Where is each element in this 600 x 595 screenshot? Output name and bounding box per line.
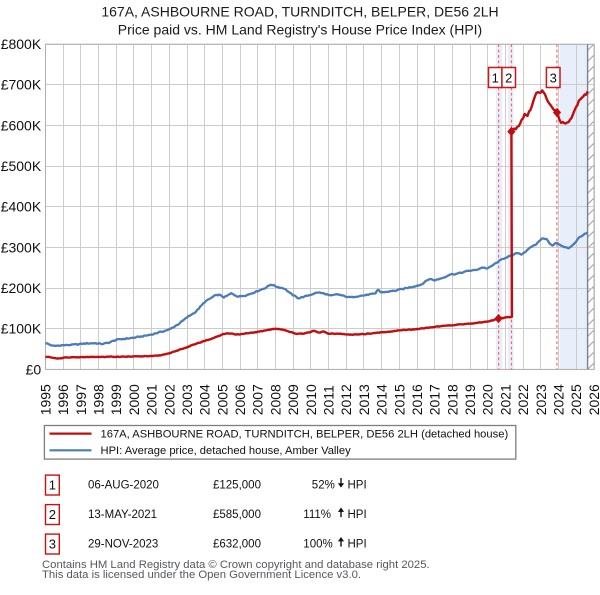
svg-text:2025: 2025 bbox=[568, 384, 584, 415]
svg-text:2018: 2018 bbox=[444, 384, 460, 415]
svg-text:Price paid vs. HM Land Registr: Price paid vs. HM Land Registry's House … bbox=[118, 22, 482, 38]
svg-text:100%: 100% bbox=[303, 539, 332, 551]
svg-text:167A, ASHBOURNE ROAD, TURNDITC: 167A, ASHBOURNE ROAD, TURNDITCH, BELPER,… bbox=[101, 428, 509, 440]
svg-text:2013: 2013 bbox=[356, 384, 372, 415]
svg-text:£400K: £400K bbox=[1, 199, 42, 215]
svg-text:HPI: Average price, detached h: HPI: Average price, detached house, Ambe… bbox=[101, 445, 352, 457]
svg-text:2006: 2006 bbox=[232, 384, 248, 415]
svg-text:2005: 2005 bbox=[214, 384, 230, 415]
svg-text:3: 3 bbox=[49, 537, 56, 552]
svg-text:06-AUG-2020: 06-AUG-2020 bbox=[88, 480, 159, 492]
svg-text:1997: 1997 bbox=[73, 384, 89, 415]
svg-text:2010: 2010 bbox=[303, 384, 319, 415]
svg-text:2026: 2026 bbox=[586, 384, 600, 415]
svg-text:167A, ASHBOURNE ROAD, TURNDITC: 167A, ASHBOURNE ROAD, TURNDITCH, BELPER,… bbox=[101, 4, 498, 20]
svg-text:2002: 2002 bbox=[161, 384, 177, 415]
svg-text:13-MAY-2021: 13-MAY-2021 bbox=[88, 509, 157, 521]
svg-text:1996: 1996 bbox=[55, 384, 71, 415]
svg-text:2020: 2020 bbox=[480, 384, 496, 415]
svg-text:1995: 1995 bbox=[37, 384, 53, 415]
svg-text:2: 2 bbox=[505, 70, 512, 85]
svg-text:£500K: £500K bbox=[1, 158, 42, 174]
svg-text:£700K: £700K bbox=[1, 77, 42, 93]
svg-text:2009: 2009 bbox=[285, 384, 301, 415]
svg-text:£800K: £800K bbox=[1, 36, 42, 52]
svg-text:1999: 1999 bbox=[108, 384, 124, 415]
svg-text:£100K: £100K bbox=[1, 321, 42, 337]
svg-text:2011: 2011 bbox=[321, 385, 337, 415]
svg-text:1: 1 bbox=[49, 478, 56, 493]
svg-text:2024: 2024 bbox=[551, 384, 567, 415]
svg-text:2016: 2016 bbox=[409, 384, 425, 415]
svg-text:1: 1 bbox=[492, 70, 499, 85]
svg-text:2014: 2014 bbox=[374, 384, 390, 415]
svg-text:2004: 2004 bbox=[197, 384, 213, 415]
svg-text:2021: 2021 bbox=[497, 384, 513, 415]
svg-text:2023: 2023 bbox=[533, 384, 549, 415]
svg-text:2: 2 bbox=[49, 507, 56, 522]
svg-text:2008: 2008 bbox=[267, 384, 283, 415]
svg-text:£585,000: £585,000 bbox=[213, 509, 261, 521]
svg-text:52%: 52% bbox=[312, 480, 335, 492]
svg-text:3: 3 bbox=[550, 70, 557, 85]
svg-text:2019: 2019 bbox=[462, 384, 478, 415]
svg-text:HPI: HPI bbox=[348, 539, 367, 551]
svg-text:29-NOV-2023: 29-NOV-2023 bbox=[88, 539, 158, 551]
svg-text:£632,000: £632,000 bbox=[213, 539, 261, 551]
svg-text:1998: 1998 bbox=[91, 384, 107, 415]
svg-text:2003: 2003 bbox=[179, 384, 195, 415]
svg-text:£125,000: £125,000 bbox=[213, 480, 261, 492]
svg-text:2022: 2022 bbox=[515, 384, 531, 415]
svg-text:Contains HM Land Registry data: Contains HM Land Registry data © Crown c… bbox=[42, 559, 430, 571]
svg-text:£600K: £600K bbox=[1, 117, 42, 133]
svg-text:£200K: £200K bbox=[1, 280, 42, 296]
svg-text:This data is licensed under th: This data is licensed under the Open Gov… bbox=[42, 569, 361, 581]
svg-text:2015: 2015 bbox=[391, 384, 407, 415]
svg-text:2007: 2007 bbox=[250, 384, 266, 415]
svg-text:111%: 111% bbox=[303, 509, 331, 521]
svg-text:HPI: HPI bbox=[348, 480, 367, 492]
svg-text:£0: £0 bbox=[26, 361, 42, 377]
svg-text:2000: 2000 bbox=[126, 384, 142, 415]
svg-text:£300K: £300K bbox=[1, 239, 42, 255]
svg-text:2012: 2012 bbox=[338, 384, 354, 415]
svg-text:2001: 2001 bbox=[144, 384, 160, 415]
svg-text:2017: 2017 bbox=[427, 384, 443, 415]
svg-text:HPI: HPI bbox=[348, 509, 367, 521]
